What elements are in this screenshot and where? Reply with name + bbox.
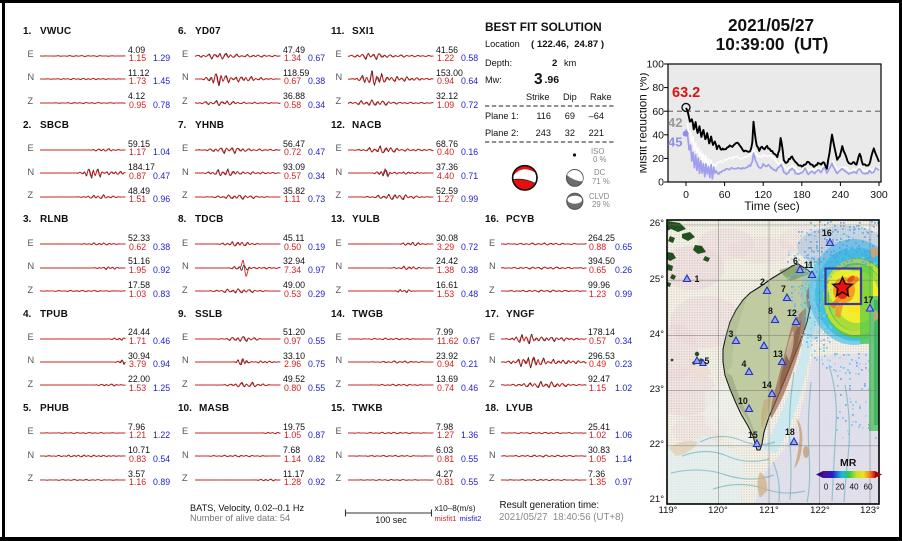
svg-text:42: 42 (668, 115, 682, 130)
svg-text:14: 14 (762, 380, 772, 390)
svg-text:122°: 122° (810, 505, 830, 516)
svg-text:0: 0 (658, 177, 664, 189)
svg-text:0: 0 (683, 189, 689, 201)
svg-text:16: 16 (822, 228, 832, 238)
svg-text:6: 6 (793, 256, 798, 266)
svg-text:119°: 119° (659, 505, 678, 516)
svg-text:Misfit reduction (%): Misfit reduction (%) (640, 72, 650, 173)
svg-text:121°: 121° (759, 505, 779, 516)
svg-text:300: 300 (870, 189, 888, 201)
svg-text:8: 8 (768, 306, 773, 316)
svg-text:17: 17 (864, 295, 874, 305)
svg-text:240: 240 (832, 189, 850, 201)
svg-text:0: 0 (824, 483, 829, 492)
svg-text:40: 40 (849, 483, 859, 492)
svg-text:Time (sec): Time (sec) (744, 199, 799, 213)
svg-text:120: 120 (754, 189, 772, 201)
svg-text:7: 7 (781, 284, 786, 294)
svg-text:5: 5 (705, 356, 710, 366)
svg-text:24°: 24° (650, 329, 665, 340)
svg-text:40: 40 (652, 129, 664, 141)
svg-text:100: 100 (646, 59, 664, 71)
svg-text:10: 10 (738, 396, 748, 406)
svg-text:3: 3 (729, 329, 734, 339)
svg-text:60: 60 (652, 106, 664, 118)
svg-text:1: 1 (695, 274, 700, 284)
svg-text:20: 20 (652, 153, 664, 165)
svg-text:22°: 22° (650, 439, 665, 450)
svg-text:4: 4 (742, 359, 747, 369)
svg-text:80: 80 (652, 82, 664, 94)
svg-text:180: 180 (793, 189, 811, 201)
svg-text:60: 60 (863, 483, 873, 492)
svg-text:23°: 23° (650, 384, 665, 395)
svg-text:120°: 120° (708, 505, 728, 516)
svg-text:2: 2 (760, 277, 765, 287)
svg-text:15: 15 (748, 430, 758, 440)
svg-text:13: 13 (773, 349, 783, 359)
svg-text:60: 60 (719, 189, 731, 201)
svg-text:123°: 123° (860, 505, 880, 516)
svg-text:20: 20 (835, 483, 845, 492)
svg-text:11: 11 (804, 260, 813, 270)
svg-text:9: 9 (757, 333, 762, 343)
svg-text:25°: 25° (650, 274, 665, 285)
svg-text:45: 45 (668, 135, 682, 150)
svg-text:18: 18 (785, 427, 795, 437)
svg-text:12: 12 (787, 308, 797, 318)
svg-text:63.2: 63.2 (672, 85, 700, 101)
svg-text:26°: 26° (650, 218, 665, 229)
svg-text:21°: 21° (650, 494, 665, 505)
svg-text:MR: MR (840, 457, 857, 469)
